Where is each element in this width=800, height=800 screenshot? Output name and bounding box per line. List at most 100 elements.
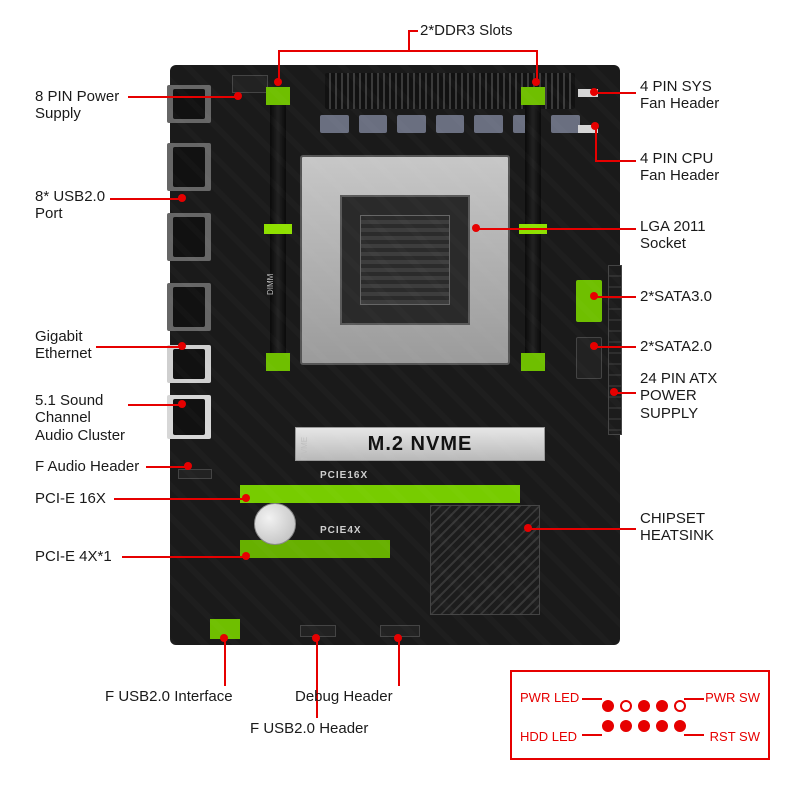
usb-stack-3 (167, 283, 211, 331)
silk-nvme: NVME (300, 437, 309, 460)
lead-ddr3-v (408, 30, 410, 50)
m2-nvme-slot: M.2 NVME (295, 427, 545, 461)
legend-pin (674, 700, 686, 712)
vrm-mosfet-row (320, 115, 580, 133)
callout-faudio: F Audio Header (35, 458, 139, 475)
cmos-battery (254, 503, 296, 545)
lead-sata2 (596, 346, 636, 348)
dot-pcie16 (242, 494, 250, 502)
lead-usb8 (110, 198, 180, 200)
silk-pcie16: PCIE16X (320, 470, 368, 481)
silk-dimm: DIMM (266, 274, 275, 295)
callout-pcie4x1: PCI-E 4X*1 (35, 548, 112, 565)
dot-cpufan (591, 122, 599, 130)
dot-ddr3-r (532, 78, 540, 86)
legend-pin-array (602, 700, 692, 736)
dimm-slot-1 (270, 89, 286, 369)
legend-pin (656, 700, 668, 712)
legend-pin (620, 700, 632, 712)
callout-8pin-power: 8 PIN Power Supply (35, 88, 119, 123)
legend-pin (638, 720, 650, 732)
audio-jacks (167, 395, 211, 439)
front-panel-legend: PWR LED PWR SW HDD LED RST SW (510, 670, 770, 760)
legend-lead-bl (582, 734, 602, 736)
chipset-heatsink (430, 505, 540, 615)
legend-pwr-sw: PWR SW (705, 690, 760, 705)
lead-cpufan-v (595, 128, 597, 162)
callout-audio51: 5.1 Sound Channel Audio Cluster (35, 392, 125, 444)
dot-gbe (178, 342, 186, 350)
pcie-4x-slot (240, 540, 390, 558)
usb-stack-1 (167, 143, 211, 191)
legend-pin (620, 720, 632, 732)
lead-atx24 (616, 392, 636, 394)
dot-ddr3-l (274, 78, 282, 86)
callout-dbg: Debug Header (295, 688, 393, 705)
lead-ddr3-l (278, 50, 280, 80)
callout-gbe: Gigabit Ethernet (35, 328, 92, 363)
callout-sysfan: 4 PIN SYS Fan Header (640, 78, 719, 113)
dot-pcie4 (242, 552, 250, 560)
lead-dbg (398, 640, 400, 686)
callout-usb8: 8* USB2.0 Port (35, 188, 105, 223)
legend-pin (656, 720, 668, 732)
callout-pcie16: PCI-E 16X (35, 490, 106, 507)
legend-lead-tl (582, 698, 602, 700)
dot-sysfan (590, 88, 598, 96)
front-audio-header (178, 469, 212, 479)
eps-8pin-connector (232, 75, 268, 93)
dot-lga (472, 224, 480, 232)
lead-ddr3-r (536, 50, 538, 80)
lead-sata3 (596, 296, 636, 298)
callout-fusb-if: F USB2.0 Interface (105, 688, 233, 705)
silk-pcie4: PCIE4X (320, 525, 362, 536)
lead-gbe (96, 346, 180, 348)
dot-8pin (234, 92, 242, 100)
dot-audio51 (178, 400, 186, 408)
dot-faudio (184, 462, 192, 470)
dot-usb8 (178, 194, 186, 202)
callout-sata2: 2*SATA2.0 (640, 338, 712, 355)
lead-chipset (530, 528, 636, 530)
callout-atx24: 24 PIN ATX POWER SUPPLY (640, 370, 717, 422)
legend-hdd-led: HDD LED (520, 729, 577, 744)
lead-lga (478, 228, 636, 230)
m2-label: M.2 NVME (368, 433, 473, 456)
legend-pin (602, 720, 614, 732)
lead-pcie16 (114, 498, 244, 500)
legend-pin (638, 700, 650, 712)
dot-atx24 (610, 388, 618, 396)
callout-cpufan: 4 PIN CPU Fan Header (640, 150, 719, 185)
callout-ddr3: 2*DDR3 Slots (420, 22, 513, 39)
dot-sata2 (590, 342, 598, 350)
usb-stack-2 (167, 213, 211, 261)
legend-pin (674, 720, 686, 732)
dot-fusb-if (220, 634, 228, 642)
legend-rst-sw: RST SW (710, 729, 760, 744)
lead-fusb-if (224, 640, 226, 686)
dot-fusb-hd (312, 634, 320, 642)
callout-fusb-hd: F USB2.0 Header (250, 720, 368, 737)
lead-sysfan (596, 92, 636, 94)
ethernet-port (167, 345, 211, 383)
dot-sata3 (590, 292, 598, 300)
lead-8pin (128, 96, 236, 98)
lead-pcie4 (122, 556, 244, 558)
usb-port-top (167, 85, 211, 123)
callout-lga: LGA 2011 Socket (640, 218, 706, 253)
lead-ddr3-tick (410, 30, 418, 32)
sata2-ports (576, 337, 602, 379)
lead-audio51 (128, 404, 180, 406)
sata3-ports (576, 280, 602, 322)
atx-24pin-connector (608, 265, 622, 435)
callout-sata3: 2*SATA3.0 (640, 288, 712, 305)
legend-pwr-led: PWR LED (520, 690, 579, 705)
lead-faudio (146, 466, 186, 468)
lead-ddr3-span (278, 50, 538, 52)
lead-fusb-hd (316, 640, 318, 718)
legend-pin (602, 700, 614, 712)
pcie-16x-slot (240, 485, 520, 503)
callout-chipset: CHIPSET HEATSINK (640, 510, 714, 545)
dot-chipset (524, 524, 532, 532)
cpu-socket (300, 155, 510, 365)
